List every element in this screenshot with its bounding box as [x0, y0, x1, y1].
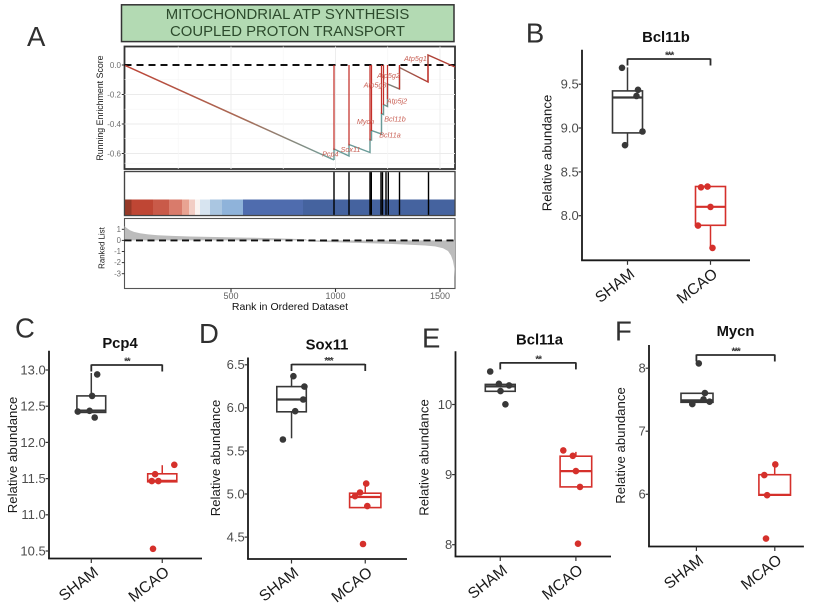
svg-text:-3: -3 [114, 269, 121, 278]
svg-text:9.0: 9.0 [561, 120, 579, 135]
svg-text:11.0: 11.0 [21, 507, 45, 522]
svg-text:Atp5g2: Atp5g2 [376, 71, 400, 80]
svg-text:-0.6: -0.6 [107, 149, 121, 158]
svg-text:Relative abundance: Relative abundance [417, 399, 432, 516]
svg-text:1000: 1000 [325, 291, 345, 301]
svg-text:0.0: 0.0 [110, 61, 122, 70]
svg-text:Sox11: Sox11 [341, 145, 361, 154]
svg-text:Pcp4: Pcp4 [322, 150, 338, 159]
svg-text:Atp5g1: Atp5g1 [403, 54, 427, 63]
svg-text:10.5: 10.5 [20, 543, 45, 558]
svg-text:E: E [422, 323, 440, 354]
svg-text:Relative abundance: Relative abundance [208, 400, 223, 517]
svg-text:Mycn: Mycn [357, 117, 374, 126]
svg-text:-1: -1 [114, 247, 121, 256]
svg-text:MITOCHONDRIAL ATP SYNTHESIS: MITOCHONDRIAL ATP SYNTHESIS [166, 7, 410, 23]
svg-text:Rank in Ordered Dataset: Rank in Ordered Dataset [232, 301, 348, 313]
svg-text:Relative abundance: Relative abundance [5, 397, 20, 514]
svg-text:**: ** [535, 354, 542, 365]
svg-text:0: 0 [117, 236, 122, 245]
svg-text:COUPLED PROTON TRANSPORT: COUPLED PROTON TRANSPORT [170, 24, 405, 40]
svg-text:Sox11: Sox11 [306, 338, 349, 354]
svg-text:F: F [615, 316, 632, 347]
svg-text:Atp5j2: Atp5j2 [386, 97, 407, 106]
svg-text:8.5: 8.5 [561, 164, 579, 179]
svg-text:***: *** [665, 51, 674, 62]
svg-text:6.5: 6.5 [227, 357, 245, 372]
svg-text:D: D [199, 318, 219, 349]
svg-text:500: 500 [223, 291, 238, 301]
svg-text:Ranked List: Ranked List [98, 226, 107, 268]
svg-text:5.0: 5.0 [227, 486, 245, 501]
svg-text:Relative abundance: Relative abundance [540, 95, 555, 212]
svg-text:***: *** [732, 347, 741, 358]
svg-text:***: *** [324, 356, 333, 367]
svg-text:Bcl11a: Bcl11a [379, 131, 400, 140]
svg-text:8: 8 [638, 361, 645, 376]
svg-text:1: 1 [117, 225, 121, 234]
svg-text:12.0: 12.0 [20, 435, 45, 450]
svg-text:1500: 1500 [430, 291, 450, 301]
svg-text:Pcp4: Pcp4 [102, 336, 138, 352]
svg-text:Atp5g3: Atp5g3 [363, 81, 387, 90]
svg-text:12.5: 12.5 [20, 399, 45, 414]
svg-text:5.5: 5.5 [227, 443, 245, 458]
svg-text:C: C [15, 313, 35, 344]
svg-text:11.5: 11.5 [21, 471, 45, 486]
svg-text:Running Enrichment Score: Running Enrichment Score [95, 55, 105, 160]
svg-text:9.5: 9.5 [561, 77, 579, 92]
svg-text:8: 8 [445, 537, 452, 552]
svg-text:13.0: 13.0 [20, 362, 45, 377]
svg-text:6: 6 [638, 487, 645, 502]
svg-text:7: 7 [638, 424, 645, 439]
svg-text:Bcl11a: Bcl11a [516, 333, 564, 349]
svg-text:-0.4: -0.4 [107, 120, 121, 129]
svg-text:6.0: 6.0 [227, 400, 245, 415]
svg-text:9: 9 [445, 467, 452, 482]
svg-text:**: ** [124, 357, 131, 368]
svg-text:-0.2: -0.2 [107, 90, 121, 99]
svg-text:-2: -2 [114, 258, 121, 267]
svg-text:Bcl11b: Bcl11b [642, 30, 690, 46]
svg-text:10: 10 [438, 397, 452, 412]
svg-text:Mycn: Mycn [717, 324, 755, 340]
svg-text:Relative abundance: Relative abundance [613, 387, 628, 504]
svg-text:A: A [27, 21, 46, 52]
svg-text:B: B [526, 18, 544, 49]
svg-text:4.5: 4.5 [227, 530, 245, 545]
svg-text:Bcl11b: Bcl11b [384, 115, 405, 124]
svg-text:8.0: 8.0 [561, 208, 579, 223]
